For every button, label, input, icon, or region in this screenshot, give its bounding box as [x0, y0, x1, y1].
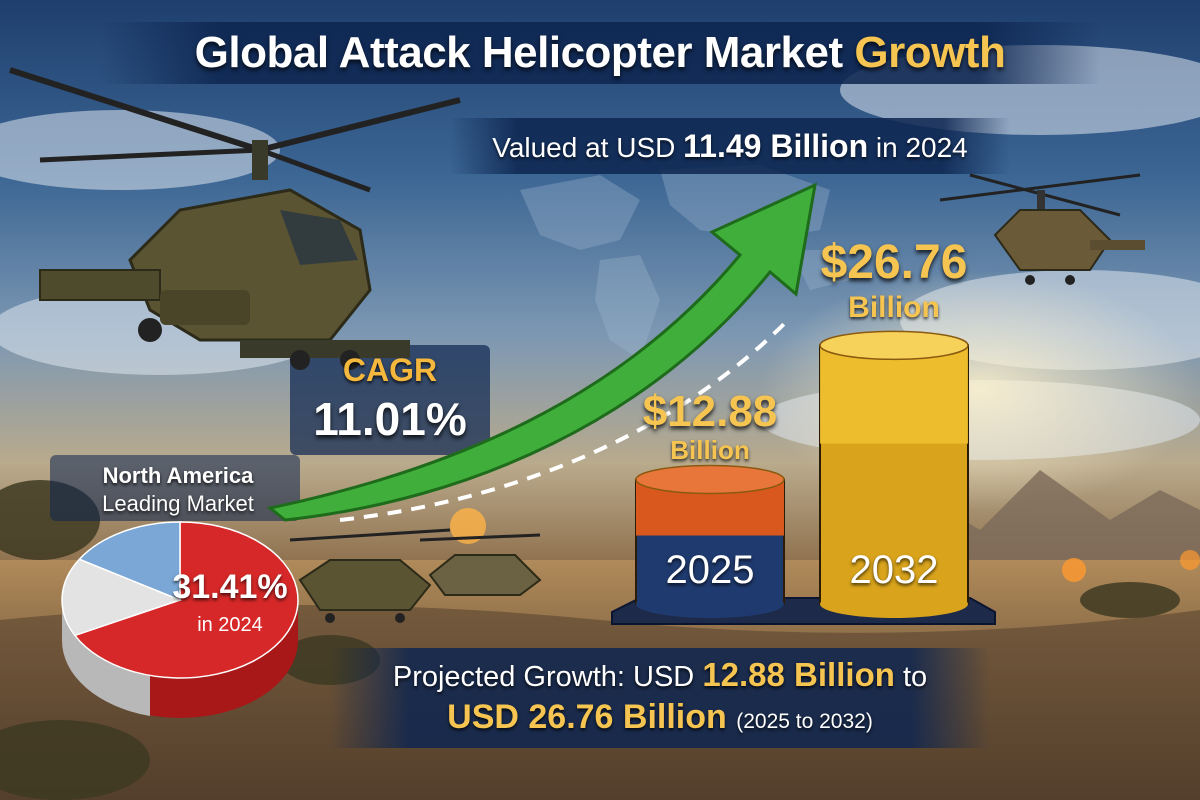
projection-prefix: Projected Growth: USD	[392, 661, 695, 693]
title-accent: Growth	[854, 28, 1006, 77]
valued-suffix: in 2024	[875, 132, 968, 163]
bar-2025	[635, 464, 785, 618]
attack-helicopter-icon	[419, 533, 542, 596]
bar-2032	[819, 330, 969, 618]
projection-end-amount: USD 26.76 Billion	[447, 698, 727, 736]
bar-base-cap	[820, 590, 968, 618]
pie-chart-icon	[61, 521, 299, 718]
trend-dashed-line	[339, 316, 792, 522]
bar-base-cap	[636, 590, 784, 618]
pie-share-year: in 2024	[197, 614, 263, 636]
na-banner	[50, 455, 300, 521]
cagr-banner	[290, 345, 490, 455]
valued-banner	[450, 118, 1010, 174]
bar-unit-label: Billion	[848, 291, 940, 325]
bar-highlight	[820, 345, 968, 444]
bar-year-label: 2032	[849, 548, 939, 592]
pie-slice-north-america	[73, 521, 299, 679]
bar-top-cap	[635, 464, 785, 495]
bar-value-label: $26.76	[820, 236, 968, 290]
projection-banner	[330, 648, 990, 748]
north-america-line2: Leading Market	[102, 491, 254, 516]
pie-slice-other-blue	[78, 521, 181, 602]
cagr-value: 11.01%	[313, 393, 467, 445]
north-america-line1: North America	[102, 463, 254, 488]
pie-side-gray	[61, 600, 150, 716]
valued-prefix: Valued at USD	[492, 132, 676, 163]
bar-unit-label: Billion	[670, 435, 750, 466]
attack-helicopter-icon	[939, 173, 1145, 285]
projection-start-amount: 12.88 Billion	[702, 656, 895, 693]
bar-chart	[635, 330, 969, 618]
title-banner	[100, 22, 1100, 84]
valued-text: Valued at USD 11.49 Billion in 2024	[470, 128, 990, 165]
projection-range: (2025 to 2032)	[736, 710, 873, 733]
projection-line-1: Projected Growth: USD 12.88 Billion to	[360, 656, 960, 694]
projection-line-2: USD 26.76 Billion (2025 to 2032)	[360, 698, 960, 737]
growth-arrow-icon	[266, 182, 817, 522]
valued-amount: 11.49 Billion	[683, 128, 869, 164]
projection-to: to	[902, 661, 928, 693]
bar-year-label: 2025	[665, 548, 755, 592]
attack-helicopter-icon	[9, 67, 461, 370]
fire-glows	[450, 508, 1200, 582]
attack-helicopter-icon	[289, 528, 451, 623]
bar-value-label: $12.88	[642, 387, 778, 437]
title-main: Global Attack Helicopter Market	[194, 28, 843, 77]
cagr-label: CAGR	[342, 352, 438, 388]
north-america-label: North America Leading Market	[58, 462, 298, 518]
bar-top-cap	[819, 330, 969, 361]
pie-slice-other-gray	[61, 558, 183, 637]
pie-share-value: 31.41%	[172, 568, 288, 606]
page-title: Global Attack Helicopter Market Growth	[0, 28, 1200, 78]
